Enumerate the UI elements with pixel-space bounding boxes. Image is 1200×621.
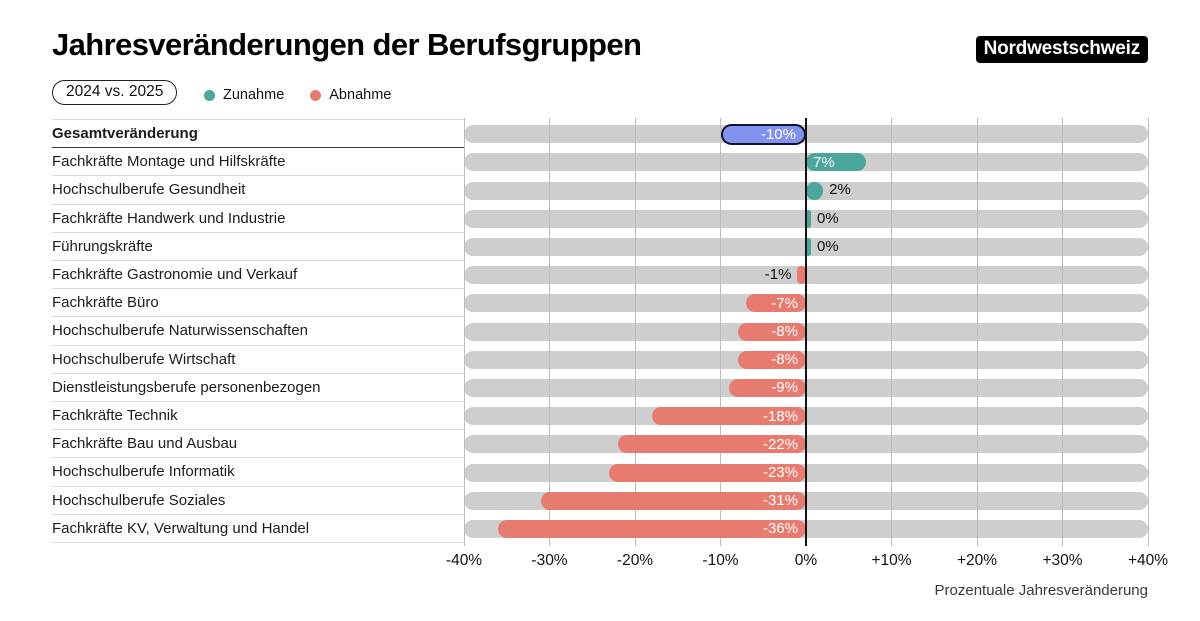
- value-bar: -36%: [498, 519, 806, 538]
- x-axis-caption: Prozentuale Jahresveränderung: [934, 582, 1148, 599]
- gridline: [891, 118, 892, 546]
- row-label: Fachkräfte Büro: [52, 289, 464, 318]
- bar-value-label: -36%: [762, 520, 798, 538]
- bar-value-label: -31%: [762, 492, 798, 510]
- row-label: Gesamtveränderung: [52, 120, 464, 149]
- row-label: Fachkräfte Handwerk und Industrie: [52, 205, 464, 233]
- value-bar: -8%: [737, 322, 806, 341]
- x-axis-tick-label: -20%: [616, 552, 654, 569]
- row-label: Fachkräfte KV, Verwaltung und Handel: [52, 515, 464, 543]
- period-badge: 2024 vs. 2025: [52, 80, 178, 105]
- gridline: [1147, 118, 1149, 546]
- legend-label-increase: Zunahme: [223, 87, 285, 103]
- bar-value-label: 7%: [813, 153, 835, 171]
- value-bar: -8%: [737, 350, 806, 369]
- gridline: [1062, 118, 1063, 546]
- value-bar: 7%: [806, 153, 866, 172]
- x-axis-tick-label: +40%: [1127, 552, 1169, 569]
- page-title: Jahresveränderungen der Berufsgruppen: [52, 27, 642, 62]
- bar-value-label: -8%: [771, 323, 798, 340]
- value-bar: -9%: [729, 378, 806, 397]
- x-axis-tick-label: +30%: [1042, 552, 1083, 569]
- label-column-top-border: [52, 119, 464, 120]
- x-axis-tick-label: +20%: [956, 552, 998, 569]
- gridline: [549, 118, 550, 546]
- x-axis-tick-label: -30%: [531, 552, 568, 569]
- bar-value-label: -18%: [762, 407, 798, 425]
- row-label: Hochschulberufe Wirtschaft: [52, 346, 464, 374]
- gridline: [463, 118, 465, 546]
- value-bar: [806, 237, 811, 256]
- bar-value-label: 0%: [817, 209, 839, 227]
- row-label: Hochschulberufe Gesundheit: [52, 176, 464, 205]
- bar-value-label: -1%: [764, 266, 792, 283]
- value-bar: [806, 181, 824, 200]
- bar-value-label: 0%: [817, 237, 839, 255]
- x-axis-tick-label: 0%: [794, 552, 818, 569]
- legend-label-decrease: Abnahme: [329, 87, 392, 103]
- gridline: [976, 118, 978, 546]
- value-bar: [797, 266, 806, 285]
- bar-value-label: -9%: [771, 379, 798, 397]
- increase-dot-icon: [204, 89, 215, 101]
- bar-value-label: -8%: [771, 351, 798, 369]
- row-label: Fachkräfte Technik: [52, 402, 464, 431]
- x-axis-tick-label: -10%: [702, 552, 739, 569]
- value-bar: -23%: [609, 463, 806, 482]
- gridline: [720, 118, 721, 546]
- row-label: Hochschulberufe Naturwissenschaften: [52, 317, 464, 346]
- value-bar: -18%: [652, 407, 806, 426]
- bar-value-label: -10%: [760, 125, 796, 143]
- bar-value-label: -22%: [762, 435, 798, 453]
- chart-legend: Zunahme Abnahme: [204, 87, 391, 103]
- row-label: Fachkräfte Montage und Hilfskräfte: [52, 148, 464, 177]
- decrease-dot-icon: [310, 89, 322, 101]
- value-bar: -7%: [746, 294, 806, 313]
- row-label: Führungskräfte: [52, 233, 464, 261]
- bar-value-label: -7%: [771, 294, 798, 312]
- gridline: [634, 118, 636, 546]
- row-label: Hochschulberufe Soziales: [52, 487, 464, 515]
- brand-badge: Nordwestschweiz: [975, 36, 1148, 63]
- value-bar: [806, 209, 811, 228]
- bar-value-label: -23%: [762, 464, 798, 481]
- value-bar: -22%: [617, 435, 806, 454]
- row-label: Hochschulberufe Informatik: [52, 458, 464, 487]
- row-label: Fachkräfte Gastronomie und Verkauf: [52, 261, 464, 290]
- x-axis-tick-label: +10%: [871, 552, 912, 569]
- row-label: Dienstleistungsberufe personenbezogen: [52, 374, 464, 402]
- value-bar: -10%: [720, 123, 806, 145]
- zero-gridline: [804, 118, 808, 546]
- row-label: Fachkräfte Bau und Ausbau: [52, 430, 464, 459]
- x-axis-tick-label: -40%: [445, 552, 483, 569]
- bar-value-label: 2%: [829, 181, 851, 199]
- value-bar: -31%: [540, 491, 806, 510]
